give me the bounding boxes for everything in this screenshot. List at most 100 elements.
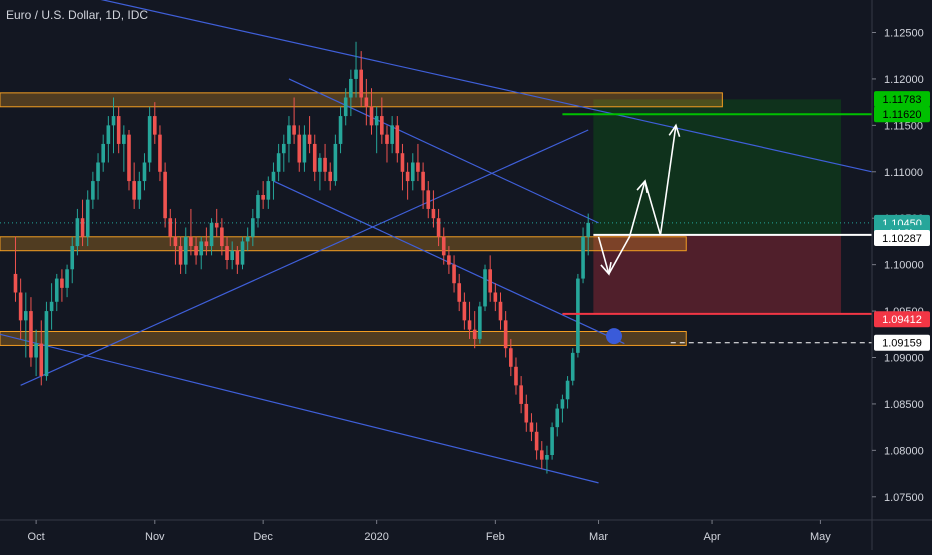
candle[interactable] <box>550 422 554 460</box>
candle[interactable] <box>152 102 157 144</box>
candle[interactable] <box>354 41 358 98</box>
candle[interactable] <box>374 106 379 154</box>
candle[interactable] <box>503 311 508 358</box>
candle[interactable] <box>220 218 224 256</box>
candle[interactable] <box>385 125 389 163</box>
candle[interactable] <box>333 134 338 186</box>
candle[interactable] <box>240 236 245 270</box>
candle[interactable] <box>75 208 80 256</box>
candle[interactable] <box>235 246 240 274</box>
candle[interactable] <box>245 227 250 251</box>
candle[interactable] <box>297 125 302 172</box>
candle[interactable] <box>147 106 152 172</box>
candle[interactable] <box>281 134 286 172</box>
candle[interactable] <box>39 320 44 386</box>
candle[interactable] <box>106 116 111 163</box>
candle[interactable] <box>457 273 462 312</box>
candle[interactable] <box>529 413 534 442</box>
candle[interactable] <box>581 227 585 284</box>
candle[interactable] <box>287 116 291 163</box>
candle[interactable] <box>307 116 312 154</box>
upper-descending-line[interactable] <box>83 0 873 173</box>
candle[interactable] <box>478 301 482 344</box>
candle[interactable] <box>34 329 38 377</box>
candle[interactable] <box>209 218 214 256</box>
candle[interactable] <box>555 403 560 437</box>
candle[interactable] <box>452 255 456 293</box>
candle[interactable] <box>467 301 472 339</box>
candle[interactable] <box>519 376 523 414</box>
candle[interactable] <box>80 199 85 247</box>
candle[interactable] <box>483 264 487 312</box>
candle[interactable] <box>405 162 410 200</box>
candle[interactable] <box>194 236 198 265</box>
candle[interactable] <box>266 176 271 209</box>
candle[interactable] <box>323 143 327 182</box>
candle[interactable] <box>416 143 420 182</box>
candle[interactable] <box>230 241 234 270</box>
candle[interactable] <box>441 227 446 265</box>
candle[interactable] <box>576 273 580 358</box>
candle[interactable] <box>276 143 281 182</box>
candle[interactable] <box>251 208 255 247</box>
candle[interactable] <box>560 394 565 423</box>
candle[interactable] <box>338 106 343 154</box>
candle[interactable] <box>101 134 106 172</box>
candle[interactable] <box>18 278 23 339</box>
support-zone[interactable] <box>0 331 687 346</box>
candle[interactable] <box>189 208 193 256</box>
channel-top-line[interactable] <box>288 78 599 224</box>
candle[interactable] <box>60 269 64 302</box>
candle[interactable] <box>318 153 322 191</box>
candle[interactable] <box>54 273 59 312</box>
candle[interactable] <box>364 78 369 126</box>
candle[interactable] <box>132 162 136 209</box>
middle-zone[interactable] <box>0 236 687 252</box>
point-marker[interactable] <box>606 328 623 345</box>
candle[interactable] <box>359 51 363 107</box>
candle[interactable] <box>204 227 209 256</box>
candle[interactable] <box>13 236 18 302</box>
candle[interactable] <box>91 171 95 209</box>
candle[interactable] <box>539 441 544 469</box>
candle[interactable] <box>421 162 425 209</box>
lower-descending-line[interactable] <box>0 333 599 484</box>
arrow-segment[interactable] <box>597 236 610 275</box>
candle[interactable] <box>256 190 260 228</box>
candle[interactable] <box>410 153 415 191</box>
candle[interactable] <box>534 422 539 460</box>
candle[interactable] <box>85 190 90 247</box>
candle[interactable] <box>96 153 100 200</box>
candle[interactable] <box>116 106 121 154</box>
candle[interactable] <box>23 292 28 358</box>
candle[interactable] <box>168 208 173 247</box>
candle[interactable] <box>261 181 265 209</box>
candle[interactable] <box>127 130 131 191</box>
candle[interactable] <box>65 264 69 298</box>
arrow-segment[interactable] <box>659 125 677 236</box>
candle[interactable] <box>122 125 126 172</box>
candle[interactable] <box>225 236 229 270</box>
candle[interactable] <box>29 297 33 367</box>
candle[interactable] <box>44 301 49 381</box>
candle[interactable] <box>565 376 570 409</box>
candle[interactable] <box>49 283 54 330</box>
candle[interactable] <box>271 162 276 200</box>
candle[interactable] <box>436 208 441 247</box>
arrow-segment[interactable] <box>628 180 646 237</box>
arrow-segment[interactable] <box>608 236 631 275</box>
candle[interactable] <box>498 292 503 330</box>
candle[interactable] <box>70 236 75 284</box>
candle[interactable] <box>142 153 147 191</box>
candle[interactable] <box>509 338 513 377</box>
candle[interactable] <box>328 162 333 191</box>
candle[interactable] <box>462 292 467 330</box>
candle[interactable] <box>545 445 549 474</box>
candle[interactable] <box>137 171 142 209</box>
candle[interactable] <box>183 227 188 274</box>
candle[interactable] <box>163 162 167 228</box>
candle[interactable] <box>343 88 348 126</box>
arrow-segment[interactable] <box>644 180 662 236</box>
